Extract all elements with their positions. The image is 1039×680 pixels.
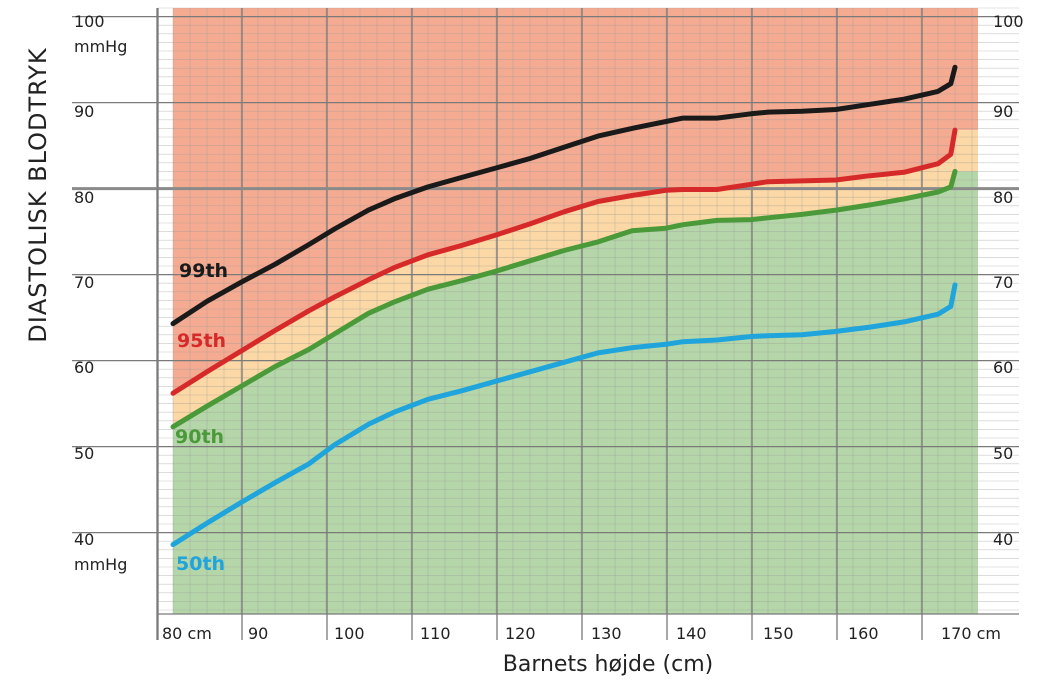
series-label-95th: 95th <box>177 330 226 352</box>
y-tick-label-left: 40 <box>74 530 94 549</box>
y-tick-label-right: 50 <box>993 444 1013 463</box>
y-tick-label-left: mmHg <box>74 555 127 574</box>
series-line-95th <box>170 127 958 396</box>
series-label-90th: 90th <box>175 426 224 448</box>
y-tick-label-right: 40 <box>993 530 1013 549</box>
series-line-90th <box>170 168 958 430</box>
series-line-99th <box>170 64 958 327</box>
series-label-99th: 99th <box>179 260 228 282</box>
y-tick-label-right: 60 <box>993 358 1013 377</box>
x-tick-label: 110 <box>420 624 451 643</box>
x-tick-label: 130 <box>591 624 622 643</box>
y-tick-label-left: 90 <box>74 102 94 121</box>
y-tick-label-left: 50 <box>74 444 94 463</box>
grid <box>72 7 1019 640</box>
tick-labels: 80 cm 90 100 110 120 130 140 150 160 170 cm 100 mmH… <box>74 12 1024 643</box>
y-tick-label-right: 100 <box>993 12 1024 31</box>
y-axis-title: DIASTOLISK BLODTRYK <box>24 47 52 343</box>
x-tick-label: 120 <box>505 624 536 643</box>
x-tick-label: 170 cm <box>941 624 1001 643</box>
series-line-50th <box>170 282 958 548</box>
y-tick-label-right: 80 <box>993 188 1013 207</box>
x-tick-label: 90 <box>248 624 268 643</box>
y-tick-label-left: 60 <box>74 358 94 377</box>
x-tick-label: 140 <box>676 624 707 643</box>
y-tick-label-left: 100 <box>74 12 105 31</box>
y-tick-label-left: mmHg <box>74 37 127 56</box>
x-tick-label: 100 <box>334 624 365 643</box>
y-tick-label-left: 80 <box>74 188 94 207</box>
zone-below-90th <box>173 171 978 614</box>
series-labels: 99th 95th 90th 50th <box>175 260 228 575</box>
y-tick-label-right: 90 <box>993 102 1013 121</box>
zone-above-95th <box>173 8 978 394</box>
y-tick-label-right: 70 <box>993 273 1013 292</box>
zones <box>173 8 978 614</box>
y-tick-label-left: 70 <box>74 273 94 292</box>
x-tick-label: 80 cm <box>162 624 212 643</box>
series-label-50th: 50th <box>176 553 225 575</box>
x-tick-label: 150 <box>763 624 794 643</box>
zone-90th-95th <box>173 130 978 427</box>
x-tick-label: 160 <box>848 624 879 643</box>
series-lines <box>170 64 958 548</box>
x-axis-title: Barnets højde (cm) <box>503 652 714 677</box>
